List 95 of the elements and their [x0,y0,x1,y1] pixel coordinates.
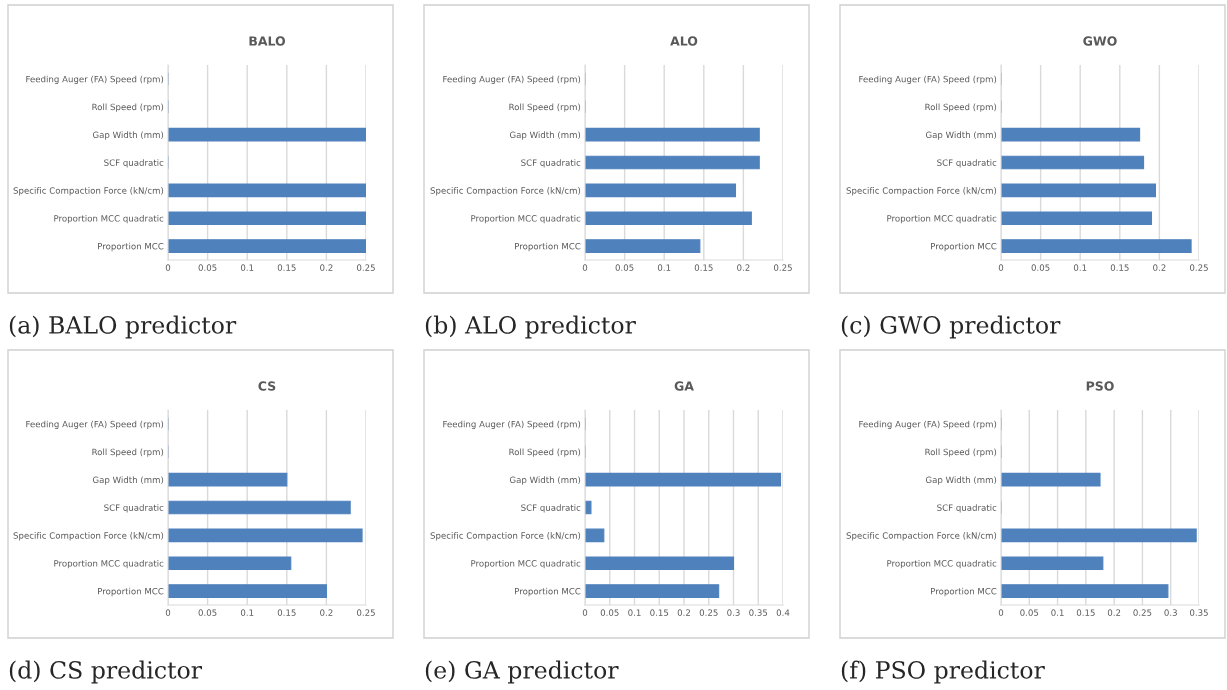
x-tick-label: 0.3 [727,609,740,616]
y-tick-label: Feeding Auger (FA) Speed (rpm) [859,420,997,429]
x-tick-label: 0 [165,264,171,271]
x-tick-label: 0.35 [1189,609,1208,616]
x-tick-label: 0.2 [1153,264,1166,271]
x-tick-label: 0.3 [1164,609,1177,616]
y-tick-label: Specific Compaction Force (kN/cm) [13,532,164,541]
x-tick-label: 0.1 [240,609,254,616]
y-tick-label: Proportion MCC [515,242,581,252]
y-tick-label: SCF quadratic [937,504,997,513]
y-tick-label: Feeding Auger (FA) Speed (rpm) [859,75,997,84]
chart-title: BALO [249,36,286,46]
x-tick-label: 0.05 [600,609,619,616]
y-tick-label: Proportion MCC [931,587,997,597]
chart-title: ALO [670,36,698,46]
chart-title: GA [674,381,694,391]
x-tick-label: 0.2 [320,264,333,271]
y-tick-label: Roll Speed (rpm) [509,448,581,457]
x-tick-label: 0 [998,264,1004,271]
y-tick-label: Gap Width (mm) [509,131,581,140]
x-tick-label: 0 [998,609,1004,616]
x-tick-label: 0.1 [1073,264,1087,271]
y-tick-label: Proportion MCC quadratic [54,214,164,224]
y-tick-label: Roll Speed (rpm) [509,103,581,112]
y-tick-label: Proportion MCC quadratic [887,214,997,224]
x-tick-label: 0.05 [1031,264,1050,271]
text: (f) PSO predictor [841,660,1045,684]
x-tick-label: 0.15 [277,609,296,616]
y-tick-label: Gap Width (mm) [509,476,581,485]
x-tick-label: 0.25 [1133,609,1152,616]
y-tick-label: Specific Compaction Force (kN/cm) [13,187,164,196]
y-tick-label: Gap Width (mm) [92,131,164,140]
x-tick-label: 0.2 [677,609,690,616]
y-tick-label: Gap Width (mm) [925,476,997,485]
y-tick-label: Roll Speed (rpm) [925,448,997,457]
x-tick-label: 0.25 [356,264,375,271]
y-tick-label: Proportion MCC quadratic [887,559,997,569]
y-tick-label: Specific Compaction Force (kN/cm) [846,187,997,196]
y-tick-label: Roll Speed (rpm) [92,103,164,112]
x-tick-label: 0.1 [657,264,671,271]
x-tick-label: 0.25 [356,609,375,616]
x-tick-label: 0.05 [615,264,634,271]
y-tick-label: SCF quadratic [521,504,581,513]
text: (d) CS predictor [9,660,203,684]
x-tick-label: 0.2 [1107,609,1121,616]
x-tick-label: 0.05 [1020,609,1039,616]
x-tick-label: 0.2 [320,609,333,616]
y-tick-label: Specific Compaction Force (kN/cm) [430,187,581,196]
y-tick-label: Feeding Auger (FA) Speed (rpm) [443,75,581,84]
x-tick-label: 0.15 [1076,609,1095,616]
x-tick-label: 0 [582,264,588,271]
y-tick-label: Proportion MCC [931,242,997,252]
x-tick-label: 0.15 [694,264,713,271]
y-tick-label: Proportion MCC quadratic [471,214,581,224]
x-tick-label: 0.35 [749,609,768,616]
y-tick-label: Proportion MCC [98,242,164,252]
x-tick-label: 0.2 [737,264,750,271]
y-tick-label: Proportion MCC [98,587,164,597]
text: (a) BALO predictor [9,315,237,339]
x-tick-label: 0.05 [198,264,217,271]
y-tick-label: Feeding Auger (FA) Speed (rpm) [443,420,581,429]
y-tick-label: SCF quadratic [937,159,997,168]
y-tick-label: Proportion MCC quadratic [54,559,164,569]
y-tick-label: SCF quadratic [521,159,581,168]
text: (c) GWO predictor [841,315,1061,339]
y-tick-label: Feeding Auger (FA) Speed (rpm) [26,75,164,84]
x-tick-label: 0.25 [699,609,718,616]
x-tick-label: 0 [165,609,171,616]
chart-title: GWO [1083,36,1117,46]
x-tick-label: 0.1 [240,264,254,271]
text: (b) ALO predictor [425,315,636,339]
y-tick-label: Specific Compaction Force (kN/cm) [846,532,997,541]
text: (e) GA predictor [425,660,619,684]
x-tick-label: 0.15 [277,264,296,271]
x-tick-label: 0.4 [776,609,790,616]
x-tick-label: 0.15 [650,609,669,616]
y-tick-label: Feeding Auger (FA) Speed (rpm) [26,420,164,429]
x-tick-label: 0.05 [198,609,217,616]
chart-title: CS [258,381,276,391]
y-tick-label: Proportion MCC quadratic [471,559,581,569]
x-tick-label: 0.15 [1110,264,1129,271]
x-tick-label: 0.1 [1051,609,1064,616]
x-tick-label: 0.1 [628,609,641,616]
y-tick-label: Gap Width (mm) [92,476,164,485]
y-tick-label: Specific Compaction Force (kN/cm) [430,532,581,541]
y-tick-label: Proportion MCC [515,587,581,597]
y-tick-label: Roll Speed (rpm) [92,448,164,457]
y-tick-label: Roll Speed (rpm) [925,103,997,112]
y-tick-label: SCF quadratic [104,159,164,168]
chart-title: PSO [1086,381,1114,391]
y-tick-label: SCF quadratic [104,504,164,513]
y-tick-label: Gap Width (mm) [925,131,997,140]
x-tick-label: 0 [582,609,588,616]
x-tick-label: 0.25 [1189,264,1208,271]
x-tick-label: 0.25 [773,264,792,271]
